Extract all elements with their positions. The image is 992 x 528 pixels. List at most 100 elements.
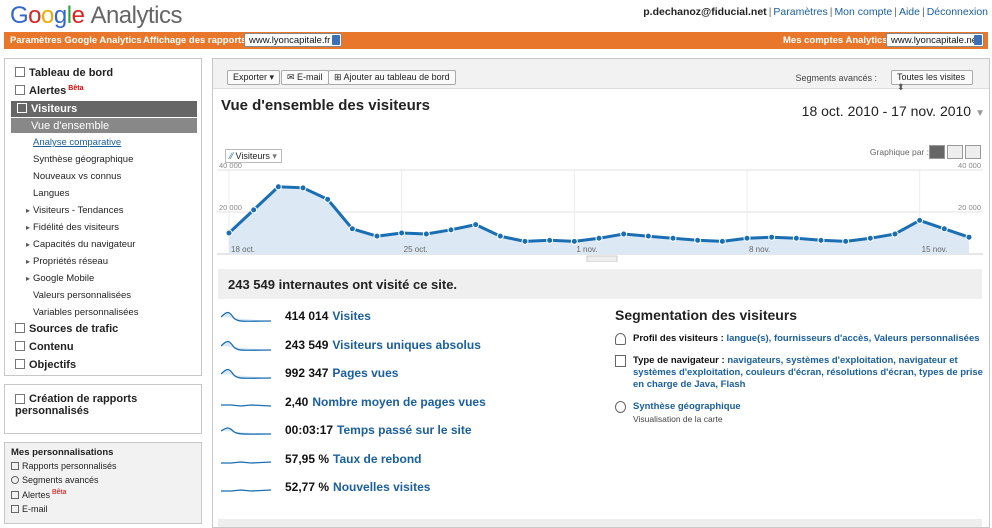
data-point (620, 230, 628, 238)
nav-item-custom-values[interactable]: Valeurs personnalisées (33, 290, 132, 301)
email-button[interactable]: ✉ E-mail (281, 70, 329, 85)
metric-value: 52,77 % (285, 480, 330, 494)
nav-goals[interactable]: Objectifs (15, 359, 76, 371)
metric-value: 992 347 (285, 366, 329, 380)
metric-value: 57,95 % (285, 451, 330, 466)
nav-item-geo[interactable]: Synthèse géographique (33, 154, 134, 165)
browser-icon (615, 355, 626, 367)
nav-item-languages[interactable]: Langues (33, 188, 70, 199)
metric-link[interactable]: Visiteurs uniques absolus (332, 337, 481, 352)
chart-labels: 18 oct. 25 oct. 1 nov. 8 nov. 15 nov. 40 000 4… (219, 162, 981, 262)
segments-select[interactable]: Toutes les visites ⬍ (891, 70, 973, 92)
person-icon (615, 333, 626, 345)
geo-summary-sub: Visualisation de la carte (633, 414, 723, 424)
nav-item-custom-vars[interactable]: Variables personnalisées (33, 307, 139, 318)
metric-value: 00:03:17 (285, 423, 334, 437)
google-analytics-logo[interactable]: Google Analytics (10, 2, 182, 29)
data-point (570, 237, 578, 245)
nav-item-loyalty[interactable]: Fidélité des visiteurs (26, 222, 119, 233)
metric-link[interactable]: Pages vues (332, 366, 399, 380)
nav-item-benchmark[interactable]: Analyse comparative (33, 137, 122, 148)
y-tick-label-left: 40 000 (219, 162, 242, 170)
chart-area-fill (229, 186, 969, 254)
sparkline-icon (221, 403, 272, 407)
sparkline-icon (221, 340, 272, 351)
metric-link[interactable]: Temps passé sur le site (337, 423, 472, 437)
sparkline-icon (221, 489, 272, 492)
create-custom-reports[interactable]: Création de rapports personnalisés (4, 384, 202, 434)
link-logout[interactable]: Déconnexion (926, 6, 988, 18)
chevron-down-icon: ▼ (975, 108, 985, 119)
nav-content[interactable]: Contenu (15, 341, 74, 353)
export-button[interactable]: Exporter ▾ (227, 70, 281, 85)
nav-item-browser[interactable]: Capacités du navigateur (26, 239, 136, 250)
data-point (891, 230, 899, 238)
browser-links[interactable]: navigateurs, systèmes d'exploitation, na… (633, 355, 983, 390)
email-link[interactable]: E-mail (11, 504, 195, 514)
data-point (916, 216, 924, 224)
data-point (842, 237, 850, 245)
report-view-select[interactable]: www.lyoncapitale.fr (244, 33, 342, 47)
link-settings[interactable]: Paramètres (773, 6, 828, 18)
nav-item-trends[interactable]: Visiteurs - Tendances (26, 205, 124, 216)
content-icon (15, 341, 25, 351)
segmentation-title: Segmentation des visiteurs (615, 307, 798, 323)
nav-item-new-vs-returning[interactable]: Nouveaux vs connus (33, 171, 122, 182)
add-to-dashboard-button[interactable]: ⊞ Ajouter au tableau de bord (328, 70, 456, 85)
nav-traffic[interactable]: Sources de trafic (15, 323, 118, 335)
metric-value: 414 014 (285, 309, 329, 323)
metric-link[interactable]: Nouvelles visites (333, 480, 431, 494)
nav-dashboard[interactable]: Tableau de bord (15, 67, 113, 79)
sparkline-icon (221, 368, 272, 379)
dashboard-icon (15, 67, 25, 77)
nav-item-network[interactable]: Propriétés réseau (26, 256, 108, 267)
link-help[interactable]: Aide (898, 6, 920, 18)
graph-by-month-button[interactable] (965, 145, 981, 159)
data-point (940, 225, 948, 233)
data-point (595, 234, 603, 242)
nav-overview[interactable]: Vue d'ensemble (11, 118, 197, 133)
nav-item-mobile[interactable]: Google Mobile (26, 273, 94, 284)
profile-segment-row: Profil des visiteurs : langue(s), fourni… (615, 333, 985, 345)
metric-link[interactable]: Nombre moyen de pages vues (312, 394, 486, 409)
report-toolbar: Exporter ▾ ✉ E-mail ⊞ Ajouter au tableau… (213, 59, 989, 92)
browser-segment-row: Type de navigateur : navigateurs, systèm… (615, 355, 985, 391)
metric-link[interactable]: Taux de rebond (333, 451, 422, 466)
date-range-picker[interactable]: 18 oct. 2010 - 17 nov. 2010 ▼ (801, 103, 985, 119)
nav-visitors[interactable]: Visiteurs (11, 101, 197, 117)
data-point (965, 233, 973, 241)
y-tick-label-right: 20 000 (958, 203, 981, 212)
data-point (225, 229, 233, 237)
envelope-icon (11, 505, 19, 513)
graph-by-day-button[interactable] (929, 145, 945, 159)
y-tick-label-left: 20 000 (219, 203, 242, 212)
advanced-segments-link[interactable]: Segments avancés (11, 475, 195, 485)
metric-link[interactable]: Visites (332, 309, 371, 323)
flag-icon (15, 359, 25, 369)
report-view-label: Affichage des rapports : (143, 35, 253, 46)
graph-by-week-button[interactable] (947, 145, 963, 159)
select-arrow-icon (332, 35, 340, 45)
data-point (521, 237, 529, 245)
graph-metric-select[interactable]: ⁄⁄ Visiteurs ▾ (225, 149, 282, 163)
data-point (472, 221, 480, 229)
chart-icon (15, 85, 25, 95)
data-point (694, 236, 702, 244)
data-point (644, 232, 652, 240)
data-point (743, 234, 751, 242)
nav-alerts[interactable]: Alertes Bêta (15, 85, 83, 97)
data-point (768, 233, 776, 241)
profile-links[interactable]: langue(s), fournisseurs d'accès, Valeurs… (726, 333, 980, 344)
alerts-link[interactable]: Alertes Bêta (11, 489, 195, 500)
data-point (496, 232, 504, 240)
visitor-segmentation: Segmentation des visiteurs Profil des vi… (615, 307, 985, 436)
traffic-icon (15, 323, 25, 333)
analytics-settings-link[interactable]: Paramètres Google Analytics (10, 35, 142, 46)
data-point (373, 232, 381, 240)
my-customizations: Mes personnalisations Rapports personnal… (4, 442, 202, 524)
custom-reports-link[interactable]: Rapports personnalisés (11, 461, 195, 471)
link-account[interactable]: Mon compte (834, 6, 893, 18)
accounts-select[interactable]: www.lyoncapitale.net (886, 33, 984, 47)
data-point (299, 184, 307, 192)
geo-summary-link[interactable]: Synthèse géographique (633, 401, 741, 412)
